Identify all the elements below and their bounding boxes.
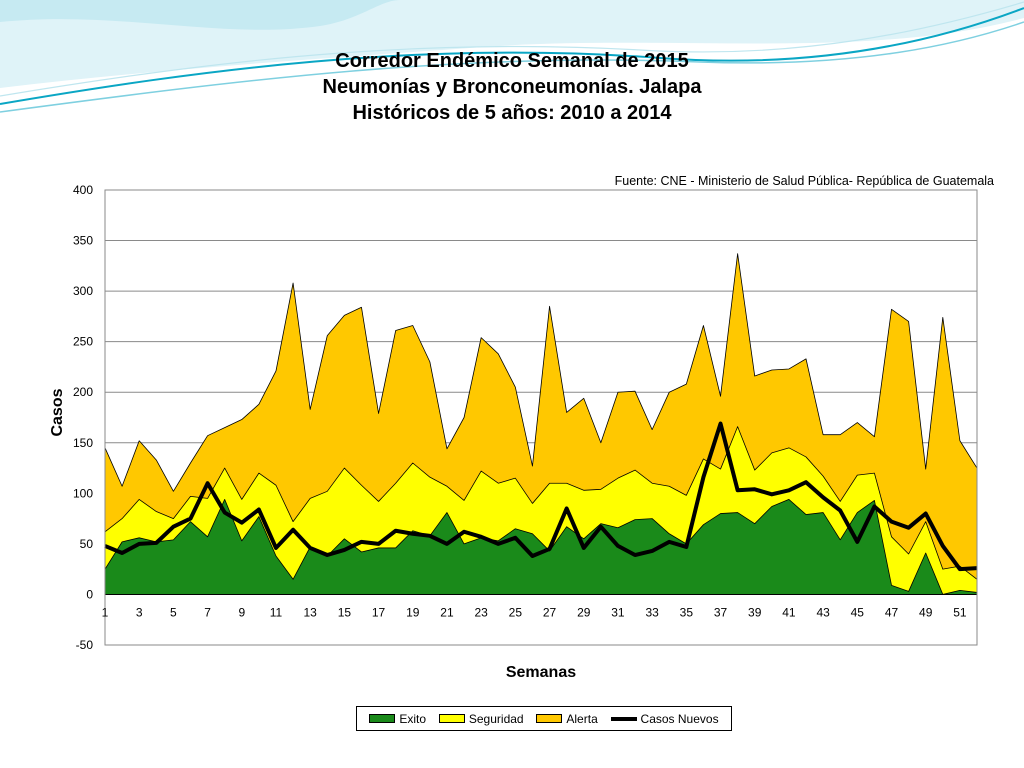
y-tick-label: 0 — [86, 587, 93, 601]
x-tick-label: 47 — [885, 605, 899, 619]
legend-swatch-alerta — [536, 714, 563, 723]
legend-item-casos-nuevos: Casos Nuevos — [610, 711, 719, 726]
x-tick-label: 5 — [170, 605, 177, 619]
header-wave-line-2 — [0, 21, 1024, 113]
y-tick-label: 50 — [80, 537, 94, 551]
legend-item-exito: Exito — [369, 712, 426, 726]
header-wave-swoosh — [0, 0, 400, 30]
x-tick-label: 15 — [338, 605, 352, 619]
legend-swatch-exito — [369, 714, 396, 723]
x-tick-label: 51 — [953, 605, 967, 619]
plot-border — [104, 189, 978, 646]
x-tick-label: 31 — [611, 605, 625, 619]
legend-label-casos-nuevos: Casos Nuevos — [640, 711, 719, 726]
legend-item-seguridad: Seguridad — [438, 711, 524, 726]
title-line-3: Históricos de 5 años: 2010 a 2014 — [352, 102, 672, 124]
x-tick-label: 23 — [474, 605, 488, 619]
x-tick-label: 17 — [372, 605, 386, 619]
legend: Exito Seguridad Alerta Casos Nuevos — [356, 706, 732, 731]
x-tick-label: 11 — [270, 605, 283, 619]
x-tick-label: 45 — [851, 605, 865, 619]
y-tick-label: 100 — [73, 486, 93, 500]
x-tick-label: 3 — [136, 605, 143, 619]
x-tick-label: 29 — [577, 605, 591, 619]
title-line-2: Neumonías y Bronconeumonías. Jalapa — [322, 76, 702, 98]
header-decoration — [0, 0, 1024, 113]
x-tick-label: 25 — [509, 605, 523, 619]
x-tick-label: 49 — [919, 605, 933, 619]
y-tick-label: -50 — [76, 638, 94, 652]
y-axis-title: Casos — [49, 388, 66, 436]
line-casos-nuevos — [104, 421, 978, 572]
legend-swatch-casos-nuevos — [610, 716, 637, 721]
legend-label-alerta: Alerta — [566, 711, 598, 726]
legend-label-exito: Exito — [399, 711, 427, 726]
legend-label-seguridad: Seguridad — [468, 711, 524, 726]
x-axis-title: Semanas — [506, 664, 576, 681]
legend-item-alerta: Alerta — [536, 711, 598, 726]
x-tick-label: 37 — [714, 605, 728, 619]
x-tick-label: 9 — [238, 605, 245, 619]
y-tick-label: 350 — [73, 234, 93, 248]
header-wave-line-3 — [0, 1, 1024, 97]
chart-title: Corredor Endémico Semanal de 2015 Neumon… — [212, 48, 812, 126]
x-tick-label: 13 — [303, 605, 317, 619]
x-tick-label: 21 — [440, 605, 454, 619]
y-tick-label: 200 — [73, 385, 93, 399]
x-tick-label: 43 — [816, 605, 830, 619]
title-line-1: Corredor Endémico Semanal de 2015 — [335, 50, 689, 72]
y-tick-label: 150 — [73, 436, 93, 450]
x-tick-label: 35 — [680, 605, 694, 619]
legend-swatch-seguridad — [438, 714, 465, 723]
x-tick-label: 1 — [102, 605, 109, 619]
x-tick-label: 27 — [543, 605, 557, 619]
y-tick-label: 400 — [73, 183, 93, 197]
header-wave-line-1 — [0, 7, 1024, 105]
x-tick-label: 19 — [406, 605, 420, 619]
x-tick-label: 33 — [645, 605, 659, 619]
x-tick-label: 39 — [748, 605, 762, 619]
y-tick-label: 300 — [73, 284, 93, 298]
x-tick-label: 7 — [204, 605, 211, 619]
x-tick-label: 41 — [782, 605, 796, 619]
y-tick-label: 250 — [73, 335, 93, 349]
source-note: Fuente: CNE - Ministerio de Salud Públic… — [614, 174, 994, 188]
